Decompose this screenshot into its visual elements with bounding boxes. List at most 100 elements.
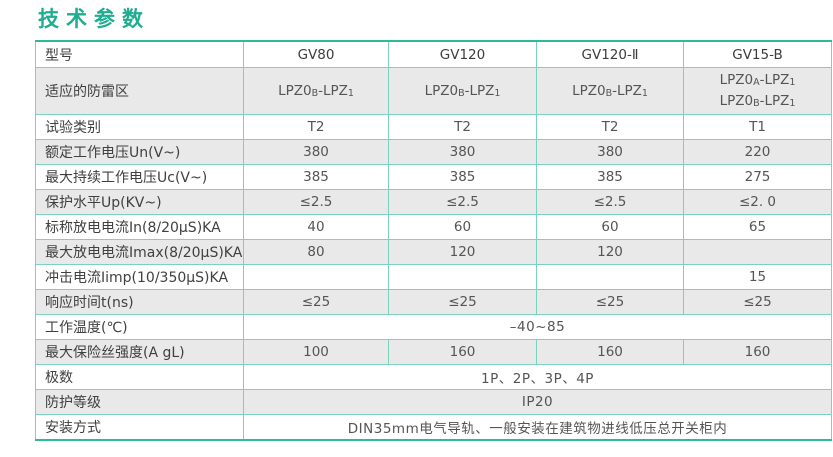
subscript-text: B <box>311 88 319 100</box>
table-row: 最大持续工作电压Uc(V~) 385 385 385 275 <box>35 164 832 191</box>
cell-value: 385 <box>243 164 389 191</box>
lpz-line-a: LPZ0A-LPZ1 <box>685 70 831 91</box>
cell-value: 160 <box>536 339 684 366</box>
text-segment: -LPZ <box>759 93 790 110</box>
text-segment: LPZ0 <box>424 83 459 100</box>
row-label: 极数 <box>35 364 244 391</box>
table-row: 响应时间t(ns) ≤25 ≤25 ≤25 ≤25 <box>35 289 832 316</box>
cell-value: 100 <box>243 339 389 366</box>
text-segment: -LPZ <box>612 83 642 100</box>
column-header-model-3: GV120-Ⅱ <box>536 40 684 69</box>
cell-value: LPZ0B-LPZ1 <box>243 67 389 116</box>
column-header-model-2: GV120 <box>388 40 537 69</box>
row-label: 安装方式 <box>35 414 244 441</box>
cell-value: 275 <box>683 164 832 191</box>
table-row: 安装方式 DIN35mm电气导轨、一般安装在建筑物进线低压总开关柜内 <box>35 414 832 441</box>
text-segment: -LPZ <box>464 83 495 100</box>
cell-value: ≤2.5 <box>536 189 684 216</box>
subscript-text: B <box>458 88 465 100</box>
cell-value: 380 <box>243 139 389 166</box>
lpz-line-b: LPZ0B-LPZ1 <box>685 91 831 112</box>
cell-value: 380 <box>536 139 684 166</box>
row-label: 标称放电电流In(8/20μS)KA <box>35 214 244 241</box>
cell-value: T2 <box>536 114 684 141</box>
cell-value: ≤2.5 <box>243 189 389 216</box>
text-segment: LPZ0 <box>572 83 606 100</box>
table-row: 试验类别 T2 T2 T2 T1 <box>35 114 832 141</box>
row-label: 额定工作电压Un(V~) <box>35 139 244 166</box>
subscript-text: 1 <box>641 88 648 100</box>
cell-value-merged: IP20 <box>243 389 832 416</box>
row-label: 工作温度(℃) <box>35 314 244 341</box>
cell-value: ≤25 <box>683 289 832 316</box>
tech-params-table: 型号 GV80 GV120 GV120-Ⅱ GV15-B 适应的防雷区 LPZ0… <box>35 40 832 442</box>
table-row: 最大保险丝强度(A gL) 100 160 160 160 <box>35 339 832 366</box>
row-label: 防护等级 <box>35 389 244 416</box>
cell-value: 220 <box>683 139 832 166</box>
cell-value: ≤25 <box>388 289 537 316</box>
table-row: 最大放电电流Imax(8/20μS)KA 80 120 120 <box>35 239 832 266</box>
cell-value: 60 <box>388 214 537 241</box>
cell-value: ≤2. 0 <box>683 189 832 216</box>
subscript-text: 1 <box>347 88 354 100</box>
table-row: 极数 1P、2P、3P、4P <box>35 364 832 391</box>
row-label: 冲击电流Iimp(10/350μS)KA <box>35 264 244 291</box>
subscript-text: 1 <box>789 98 796 110</box>
cell-value: LPZ0A-LPZ1 LPZ0B-LPZ1 <box>683 67 832 116</box>
cell-value: T2 <box>388 114 537 141</box>
cell-value <box>683 239 832 266</box>
cell-value <box>243 264 389 291</box>
cell-value: 15 <box>683 264 832 291</box>
table-header-row: 型号 GV80 GV120 GV120-Ⅱ GV15-B <box>35 40 832 69</box>
text-segment: -LPZ <box>318 83 348 100</box>
cell-value-merged: 1P、2P、3P、4P <box>243 364 832 391</box>
cell-value-merged: DIN35mm电气导轨、一般安装在建筑物进线低压总开关柜内 <box>243 414 832 441</box>
row-label: 试验类别 <box>35 114 244 141</box>
row-label: 最大放电电流Imax(8/20μS)KA <box>35 239 244 266</box>
row-label: 最大持续工作电压Uc(V~) <box>35 164 244 191</box>
table-row: 防护等级 IP20 <box>35 389 832 416</box>
cell-value: 160 <box>388 339 537 366</box>
cell-value: ≤2.5 <box>388 189 537 216</box>
cell-value: LPZ0B-LPZ1 <box>388 67 537 116</box>
cell-value: 120 <box>388 239 537 266</box>
subscript-text: B <box>605 88 613 100</box>
table-row: 保护水平Up(KV~) ≤2.5 ≤2.5 ≤2.5 ≤2. 0 <box>35 189 832 216</box>
table-row: 工作温度(℃) –40~85 <box>35 314 832 341</box>
table-row: 标称放电电流In(8/20μS)KA 40 60 60 65 <box>35 214 832 241</box>
cell-value: T2 <box>243 114 389 141</box>
cell-value: LPZ0B-LPZ1 <box>536 67 684 116</box>
cell-value: 385 <box>536 164 684 191</box>
row-label: 适应的防雷区 <box>35 67 244 116</box>
cell-value <box>536 264 684 291</box>
row-label: 响应时间t(ns) <box>35 289 244 316</box>
subscript-text: B <box>753 98 760 110</box>
column-header-model-1: GV80 <box>243 40 389 69</box>
cell-value: 385 <box>388 164 537 191</box>
subscript-text: 1 <box>494 88 501 100</box>
row-label: 最大保险丝强度(A gL) <box>35 339 244 366</box>
subscript-text: A <box>753 77 760 89</box>
cell-value: ≤25 <box>243 289 389 316</box>
table-row-lpz: 适应的防雷区 LPZ0B-LPZ1 LPZ0B-LPZ1 LPZ0B-LPZ1 … <box>35 67 832 116</box>
cell-value <box>388 264 537 291</box>
table-row: 冲击电流Iimp(10/350μS)KA 15 <box>35 264 832 291</box>
row-label: 保护水平Up(KV~) <box>35 189 244 216</box>
text-segment: -LPZ <box>759 72 790 89</box>
text-segment: LPZ0 <box>719 93 754 110</box>
row-label-model: 型号 <box>35 40 244 69</box>
page-title: 技术参数 <box>38 7 150 31</box>
subscript-text: 1 <box>789 77 796 89</box>
cell-value: 160 <box>683 339 832 366</box>
cell-value: 380 <box>388 139 537 166</box>
table-row: 额定工作电压Un(V~) 380 380 380 220 <box>35 139 832 166</box>
cell-value-merged: –40~85 <box>243 314 832 341</box>
cell-value: 120 <box>536 239 684 266</box>
cell-value: T1 <box>683 114 832 141</box>
cell-value: 60 <box>536 214 684 241</box>
cell-value: 65 <box>683 214 832 241</box>
cell-value: ≤25 <box>536 289 684 316</box>
cell-value: 40 <box>243 214 389 241</box>
text-segment: LPZ0 <box>278 83 312 100</box>
cell-value: 80 <box>243 239 389 266</box>
